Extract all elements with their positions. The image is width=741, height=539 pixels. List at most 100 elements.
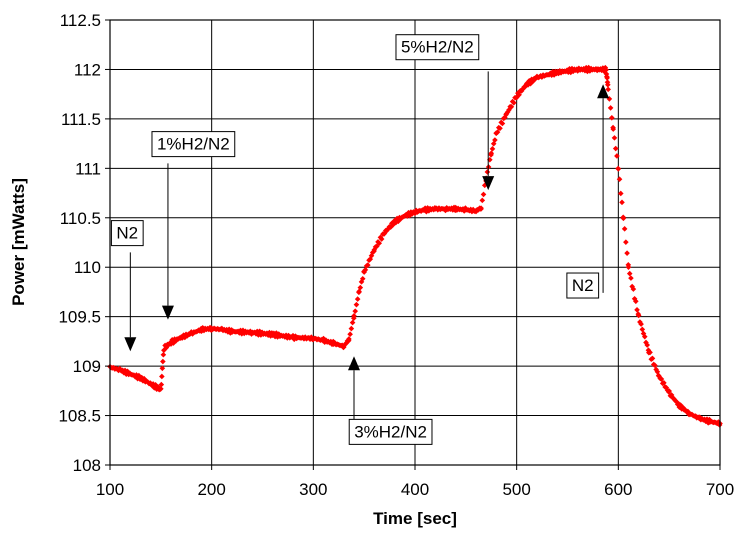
- data-point: [635, 312, 642, 319]
- data-point: [264, 330, 270, 336]
- data-point: [630, 286, 637, 292]
- data-point: [424, 205, 431, 211]
- data-point: [385, 225, 391, 232]
- data-point: [373, 243, 380, 250]
- data-point: [625, 264, 632, 270]
- annotation-arrowhead: [482, 176, 495, 191]
- annotation-label: N2: [572, 276, 594, 295]
- data-point: [619, 199, 625, 206]
- annotation-arrowhead: [597, 84, 610, 99]
- data-point: [628, 275, 634, 281]
- data-point: [502, 114, 508, 121]
- data-point: [488, 150, 495, 157]
- data-point: [634, 307, 640, 313]
- data-point: [273, 330, 280, 336]
- data-point: [253, 331, 259, 337]
- data-point: [201, 327, 207, 334]
- data-point: [141, 375, 147, 382]
- data-point: [489, 146, 496, 152]
- data-point: [633, 298, 639, 305]
- data-point: [247, 328, 254, 335]
- data-point: [158, 385, 164, 392]
- data-point: [525, 82, 531, 88]
- annotation-arrowhead: [348, 356, 360, 371]
- data-point: [341, 344, 347, 350]
- data-point: [508, 104, 515, 110]
- y-tick-label: 111: [75, 159, 101, 178]
- data-point: [152, 382, 159, 388]
- data-point: [225, 329, 231, 335]
- data-point: [623, 239, 629, 245]
- data-point: [150, 381, 156, 387]
- data-point: [604, 75, 610, 81]
- y-tick-label: 111.5: [61, 110, 101, 129]
- x-tick-label: 400: [401, 480, 429, 499]
- data-point: [666, 388, 672, 394]
- y-tick-label: 108: [73, 456, 101, 475]
- data-point: [347, 331, 353, 338]
- data-point: [522, 83, 529, 90]
- data-point: [641, 333, 648, 340]
- data-point: [494, 129, 501, 135]
- data-point: [617, 190, 624, 197]
- data-point: [346, 336, 352, 342]
- data-point: [226, 326, 232, 333]
- data-point: [348, 325, 355, 332]
- annotation-label: 5%H2/N2: [401, 38, 474, 57]
- data-point: [365, 262, 371, 268]
- data-point: [603, 67, 609, 73]
- data-point: [246, 330, 252, 336]
- data-point: [530, 78, 536, 85]
- data-point: [409, 211, 415, 217]
- data-point: [265, 332, 271, 339]
- data-point: [147, 380, 154, 387]
- data-point: [391, 217, 398, 224]
- y-tick-label: 112: [74, 60, 101, 79]
- data-point: [378, 236, 385, 242]
- data-point: [426, 208, 432, 214]
- data-point: [349, 319, 356, 326]
- data-point: [393, 219, 399, 226]
- annotation-label: 1%H2/N2: [157, 135, 230, 154]
- data-point: [223, 326, 230, 333]
- annotation-label: 3%H2/N2: [354, 422, 427, 441]
- data-point: [497, 125, 503, 132]
- x-tick-label: 300: [299, 480, 327, 499]
- data-point: [609, 115, 615, 121]
- data-point: [384, 227, 390, 234]
- data-point: [626, 270, 633, 277]
- data-point: [607, 105, 614, 111]
- data-point: [658, 376, 665, 382]
- data-point: [332, 340, 338, 346]
- x-tick-label: 200: [197, 480, 225, 499]
- data-point: [661, 380, 667, 386]
- data-point: [647, 349, 653, 356]
- data-point: [526, 78, 533, 84]
- data-point: [600, 65, 606, 71]
- data-point: [269, 332, 276, 339]
- data-point: [189, 331, 196, 337]
- data-point: [492, 137, 498, 143]
- data-point: [605, 86, 611, 93]
- x-axis-title: Time [sec]: [373, 509, 457, 528]
- data-point: [511, 99, 517, 106]
- data-point: [677, 402, 684, 408]
- annotation-box: [566, 272, 600, 299]
- data-series: [107, 64, 723, 428]
- data-point: [376, 240, 383, 247]
- y-tick-label: 112.5: [60, 11, 101, 30]
- data-point: [638, 321, 644, 327]
- gridlines: [110, 20, 720, 465]
- data-point: [484, 169, 491, 175]
- data-point: [614, 153, 620, 159]
- data-point: [621, 226, 628, 232]
- data-point: [240, 327, 246, 334]
- data-point: [134, 375, 141, 382]
- annotation-box: [348, 418, 433, 445]
- data-point: [292, 333, 299, 339]
- data-point: [639, 326, 646, 333]
- data-point: [256, 328, 263, 335]
- annotation-box: [395, 34, 480, 61]
- data-point: [241, 330, 247, 337]
